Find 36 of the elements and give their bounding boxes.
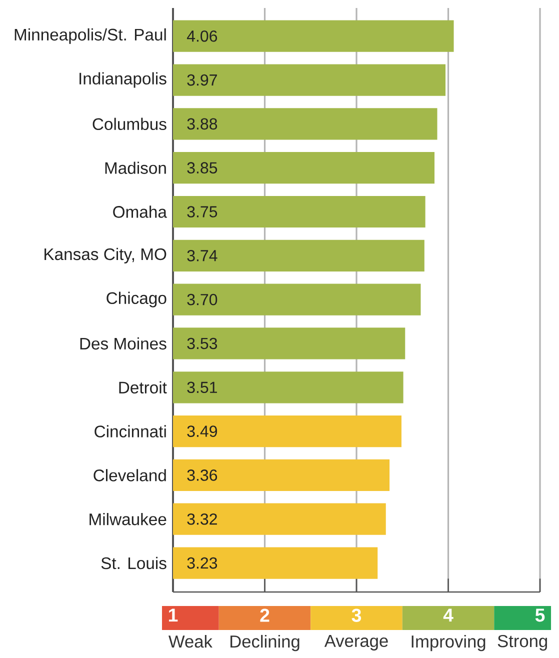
- y-tick-label: St. Louis: [101, 556, 166, 570]
- data-label: 3.51: [187, 382, 217, 394]
- y-tick-label: Cleveland: [94, 469, 166, 482]
- y-tick-label: Milwaukee: [90, 512, 166, 526]
- text: Weak: [168, 634, 212, 648]
- data-label: 3.85: [187, 162, 218, 174]
- text: Average: [324, 634, 388, 650]
- data-label: 3.97: [187, 74, 217, 86]
- y-tick-label: Kansas City, MO: [44, 248, 166, 264]
- x-tick-label: 4: [443, 608, 454, 622]
- x-tick-label: 5: [535, 608, 545, 622]
- data-label: 3.74: [187, 250, 218, 262]
- data-label: 3.32: [187, 513, 217, 525]
- text: Strong: [498, 634, 547, 651]
- y-tick-label: Madison: [105, 162, 166, 174]
- y-tick-label: Columbus: [92, 118, 166, 130]
- data-label: 3.70: [187, 294, 218, 306]
- y-tick-label: Cincinnati: [94, 425, 166, 438]
- y-tick-label: Detroit: [119, 381, 167, 394]
- y-tick-label: Omaha: [113, 206, 167, 218]
- y-tick-label: Indianapolis: [80, 72, 166, 88]
- data-label: 4.06: [186, 30, 218, 42]
- x-tick-label: 2: [260, 608, 270, 622]
- data-label: 3.88: [187, 118, 218, 130]
- data-label: 3.49: [187, 426, 217, 437]
- y-tick-label: Des Moines: [80, 337, 166, 350]
- data-label: 3.36: [187, 470, 218, 481]
- y-tick-label: Minneapolis/St. Paul: [14, 28, 166, 44]
- data-label: 3.23: [187, 557, 218, 569]
- text: Improving: [412, 634, 486, 652]
- x-tick-label: 1: [168, 608, 178, 622]
- text: Declining: [230, 634, 300, 652]
- data-label: 3.53: [187, 338, 218, 350]
- y-tick-label: Chicago: [106, 292, 166, 308]
- data-label: 3.75: [187, 206, 218, 218]
- x-tick-label: 3: [352, 608, 362, 622]
